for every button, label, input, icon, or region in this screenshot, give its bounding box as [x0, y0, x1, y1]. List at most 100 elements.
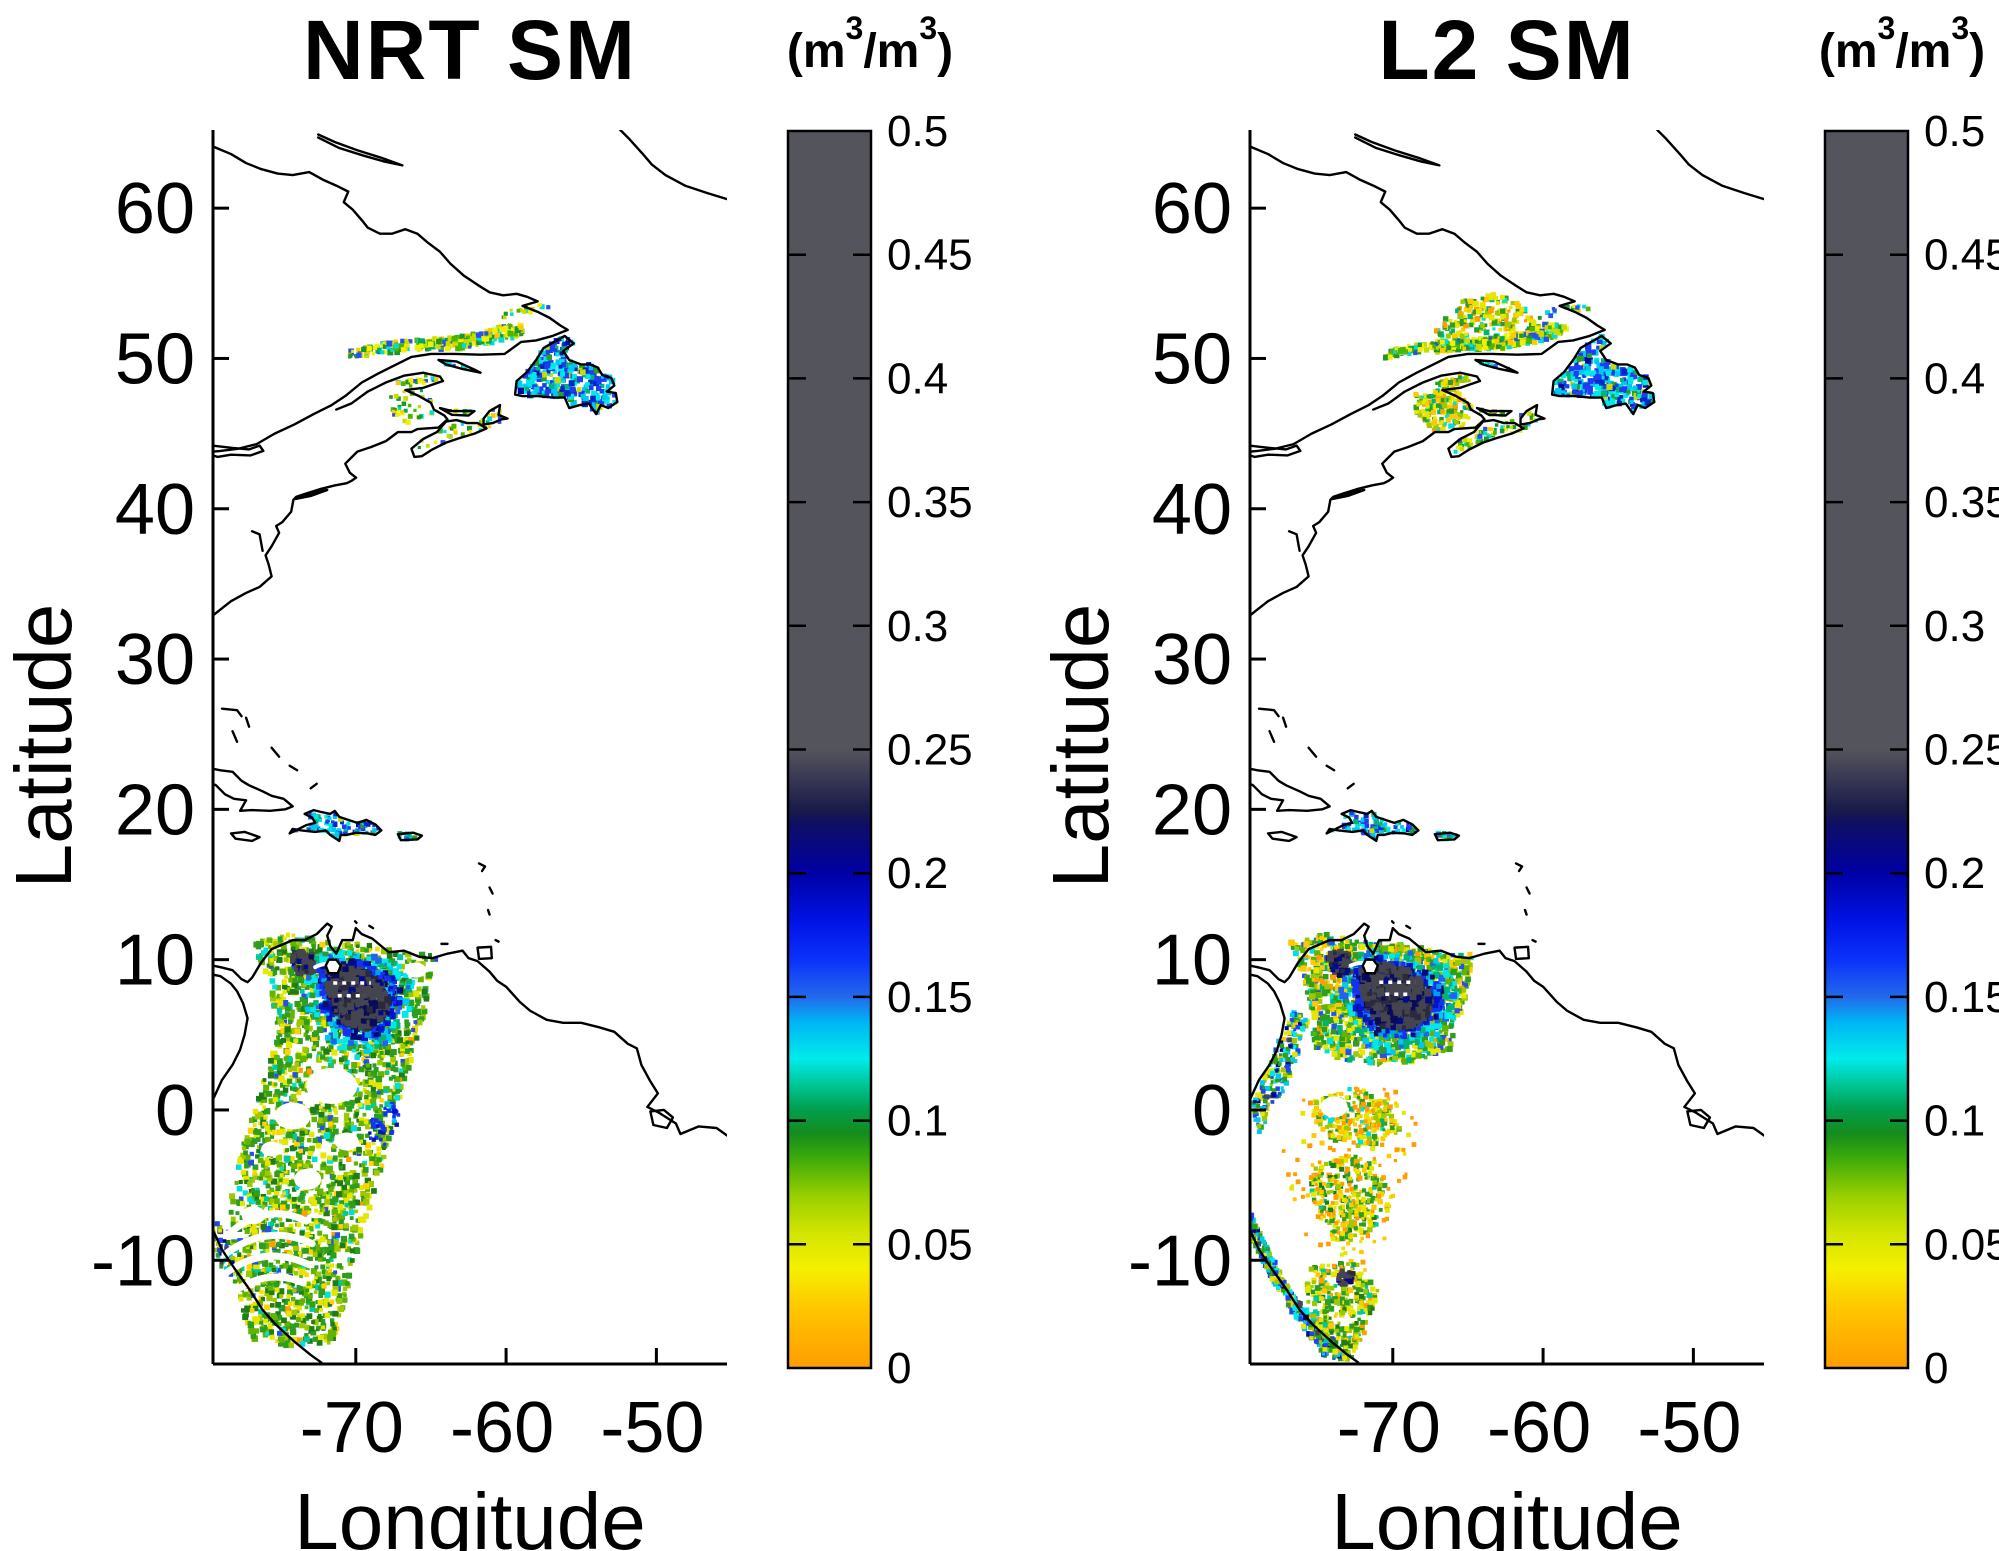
sm-pixel: [275, 1249, 280, 1254]
sm-pixel: [324, 969, 329, 974]
sm-pixel: [366, 1133, 370, 1138]
sm-pixel: [523, 373, 529, 379]
sm-pixel: [399, 1068, 404, 1073]
sm-pixel: [375, 347, 381, 354]
colorbar-tick-label: 0.45: [887, 231, 973, 280]
sm-pixel: [400, 1044, 406, 1049]
sm-pixel: [373, 990, 379, 995]
sm-pixel: [248, 1303, 254, 1308]
sm-pixel: [336, 995, 342, 1001]
sm-pixel: [300, 1200, 305, 1204]
sm-pixel: [284, 1306, 291, 1313]
sm-pixel: [582, 387, 587, 392]
sm-pixel: [470, 342, 475, 346]
sm-pixel: [326, 1281, 331, 1286]
sm-pixel: [351, 1195, 356, 1200]
sm-pixel: [468, 429, 473, 434]
sm-pixel: [399, 979, 406, 986]
sm-pixel: [268, 1262, 274, 1267]
sm-pixel: [311, 1320, 316, 1324]
sm-pixel: [323, 1301, 331, 1308]
sm-pixel: [291, 1163, 298, 1169]
sm-pixel: [475, 343, 479, 347]
sm-pixel: [275, 1339, 279, 1343]
sm-pixel: [375, 946, 380, 952]
sm-pixel: [325, 820, 329, 824]
sm-pixel: [408, 1048, 414, 1054]
sm-pixel: [307, 1150, 313, 1156]
sm-pixel: [252, 1164, 259, 1171]
map-area-nrt: [206, 130, 727, 1364]
sm-pixel: [1330, 943, 1337, 950]
sm-pixel: [505, 333, 510, 338]
sm-pixel: [298, 1166, 304, 1172]
sm-pixel: [309, 1326, 315, 1332]
sm-pixel: [532, 372, 537, 377]
sm-pixel: [526, 379, 532, 386]
sm-pixel: [605, 396, 610, 401]
sm-pixel: [364, 973, 372, 981]
sm-pixel: [255, 1154, 260, 1159]
sm-pixel: [255, 1199, 261, 1205]
sm-pixel: [314, 1278, 320, 1284]
sm-pixel: [353, 1025, 360, 1032]
sm-pixel: [280, 1179, 286, 1185]
sm-pixel: [294, 1250, 298, 1255]
sm-pixel: [381, 1127, 387, 1132]
sm-pixel: [386, 340, 393, 347]
sm-pixel: [272, 1157, 279, 1165]
sm-pixel: [312, 1251, 319, 1258]
sm-pixel: [206, 1235, 210, 1239]
sm-pixel: [319, 972, 326, 979]
sm-pixel: [545, 350, 550, 355]
sm-pixel: [381, 959, 389, 967]
sm-pixel: [605, 384, 611, 389]
sm-pixel: [286, 1310, 293, 1317]
sm-pixel: [318, 1210, 323, 1215]
sm-pixel: [301, 1206, 306, 1211]
sm-pixel: [317, 955, 324, 962]
sm-pixel: [522, 309, 527, 314]
sm-pixel: [277, 1330, 282, 1336]
sm-pixel: [406, 1022, 411, 1027]
sm-pixel: [600, 383, 605, 388]
sm-pixel: [318, 1003, 325, 1010]
sm-pixel: [475, 332, 482, 338]
sm-pixel: [295, 1196, 300, 1201]
coastline-sa-pacific-coast-peru: [213, 1229, 323, 1364]
sm-pixel: [283, 1092, 288, 1097]
sm-pixel: [331, 1231, 336, 1236]
sm-pixel: [395, 1009, 401, 1015]
sm-pixel: [250, 1178, 255, 1183]
sm-pixel: [406, 985, 411, 990]
sm-pixel: [328, 1101, 335, 1108]
sm-pixel: [348, 1175, 353, 1179]
sm-pixel: [415, 345, 422, 351]
sm-pixel: [315, 1142, 322, 1149]
sm-pixel: [391, 1091, 396, 1096]
sm-pixel: [539, 387, 544, 392]
sm-pixel: [252, 1305, 259, 1312]
sm-pixel: [319, 1307, 324, 1312]
sm-pixel: [279, 1222, 285, 1228]
sm-pixel: [323, 1333, 329, 1340]
sm-pixel: [341, 1048, 347, 1054]
sm-pixel: [336, 1263, 342, 1269]
sm-pixel: [363, 1198, 370, 1205]
sm-pixel: [356, 1133, 362, 1139]
sm-pixel: [258, 1176, 263, 1181]
sm-pixel: [421, 988, 428, 995]
sm-pixel: [244, 1179, 249, 1185]
sm-pixel: [358, 1185, 364, 1190]
sm-pixel: [421, 991, 428, 998]
sm-pixel: [262, 1121, 267, 1127]
sm-pixel: [256, 1095, 262, 1102]
sm-pixel: [269, 990, 276, 997]
sm-pixel: [534, 360, 540, 366]
sm-pixel: [291, 1187, 297, 1192]
sm-pixel: [271, 1059, 277, 1065]
sm-pixel: [321, 1065, 327, 1072]
sm-pixel: [364, 1030, 372, 1038]
sm-pixel: [349, 1184, 355, 1190]
sm-pixel: [389, 1098, 396, 1105]
